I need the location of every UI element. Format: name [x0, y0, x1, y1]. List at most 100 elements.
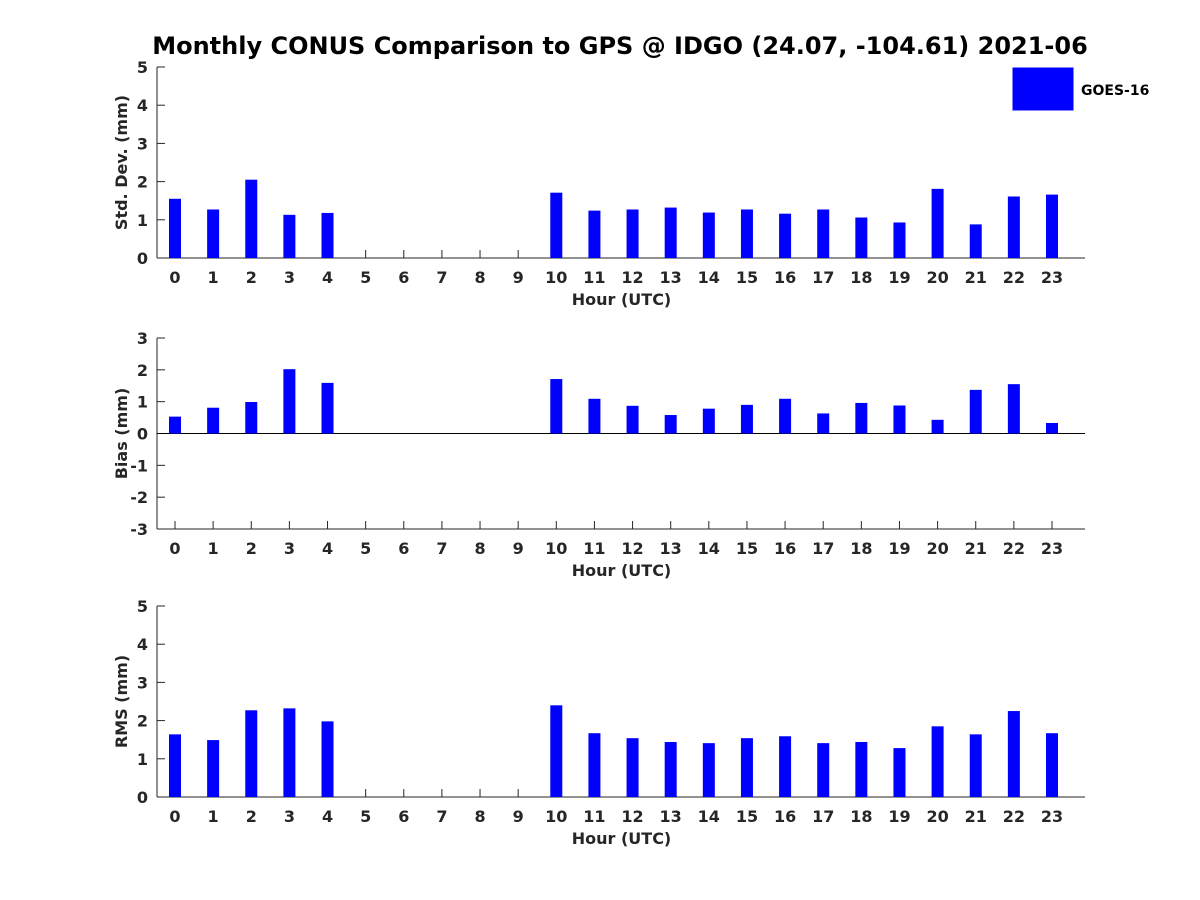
- x-tick-label: 6: [398, 807, 409, 826]
- x-tick-label: 22: [1003, 807, 1025, 826]
- bar-std-dev-hour-13: [664, 207, 677, 258]
- bar-rms-hour-23: [1045, 733, 1058, 797]
- x-tick-label: 18: [850, 539, 872, 558]
- x-tick-label: 19: [888, 807, 910, 826]
- x-tick-label: 8: [474, 539, 485, 558]
- bar-bias-hour-17: [817, 413, 830, 434]
- bar-std-dev-hour-11: [588, 210, 601, 258]
- x-tick-label: 11: [583, 539, 605, 558]
- x-tick-label: 13: [660, 268, 682, 287]
- x-tick-label: 12: [621, 268, 643, 287]
- y-tick-label: 2: [137, 712, 148, 731]
- y-tick-label: 4: [137, 635, 148, 654]
- x-axis-label: Hour (UTC): [572, 290, 672, 309]
- x-tick-label: 22: [1003, 539, 1025, 558]
- bar-std-dev-hour-18: [855, 217, 868, 258]
- bar-std-dev-hour-19: [893, 222, 906, 258]
- y-axis-label: Bias (mm): [112, 388, 131, 480]
- x-tick-label: 23: [1041, 268, 1063, 287]
- x-tick-label: 7: [436, 807, 447, 826]
- x-tick-label: 4: [322, 539, 333, 558]
- x-tick-label: 17: [812, 807, 834, 826]
- y-tick-label: 1: [137, 750, 148, 769]
- bar-bias-hour-23: [1045, 422, 1058, 434]
- legend-swatch-goes-16: [1011, 66, 1075, 112]
- x-tick-label: 22: [1003, 268, 1025, 287]
- y-tick-label: 3: [137, 134, 148, 153]
- x-tick-label: 9: [513, 268, 524, 287]
- x-tick-label: 2: [246, 268, 257, 287]
- x-tick-label: 0: [169, 539, 180, 558]
- x-tick-label: 9: [513, 539, 524, 558]
- x-tick-label: 11: [583, 268, 605, 287]
- bar-rms-hour-18: [855, 741, 868, 797]
- x-tick-label: 11: [583, 807, 605, 826]
- x-tick-label: 5: [360, 807, 371, 826]
- bar-rms-hour-21: [969, 734, 982, 797]
- x-tick-label: 1: [208, 807, 219, 826]
- bar-rms-hour-14: [702, 743, 715, 797]
- bar-std-dev-hour-14: [702, 212, 715, 258]
- bar-bias-hour-3: [283, 369, 296, 434]
- x-tick-label: 23: [1041, 539, 1063, 558]
- x-tick-label: 20: [926, 268, 948, 287]
- x-tick-label: 7: [436, 268, 447, 287]
- x-tick-label: 2: [246, 807, 257, 826]
- x-tick-label: 13: [660, 807, 682, 826]
- x-tick-label: 12: [621, 539, 643, 558]
- x-tick-label: 17: [812, 268, 834, 287]
- y-axis-label: Std. Dev. (mm): [112, 95, 131, 230]
- x-tick-label: 12: [621, 807, 643, 826]
- bar-rms-hour-17: [817, 743, 830, 797]
- x-tick-label: 8: [474, 807, 485, 826]
- bar-rms-hour-19: [893, 748, 906, 797]
- bar-rms-hour-15: [740, 738, 753, 797]
- bar-rms-hour-10: [550, 705, 563, 797]
- x-tick-label: 9: [513, 807, 524, 826]
- bar-rms-hour-11: [588, 733, 601, 797]
- x-tick-label: 13: [660, 539, 682, 558]
- x-tick-label: 14: [698, 807, 720, 826]
- x-axis-label: Hour (UTC): [572, 829, 672, 848]
- x-tick-label: 3: [284, 807, 295, 826]
- bar-bias-hour-16: [779, 398, 792, 434]
- x-tick-label: 0: [169, 268, 180, 287]
- y-tick-label: 5: [137, 597, 148, 616]
- bar-std-dev-hour-2: [245, 179, 258, 258]
- x-tick-label: 21: [965, 807, 987, 826]
- x-tick-label: 14: [698, 268, 720, 287]
- bar-std-dev-hour-23: [1045, 194, 1058, 258]
- bar-bias-hour-22: [1007, 384, 1020, 434]
- bar-bias-hour-1: [207, 407, 220, 434]
- x-tick-label: 20: [926, 807, 948, 826]
- bar-rms-hour-1: [207, 740, 220, 797]
- y-tick-label: 3: [137, 673, 148, 692]
- bar-bias-hour-0: [169, 416, 181, 434]
- y-tick-label: 0: [137, 788, 148, 807]
- x-tick-label: 21: [965, 539, 987, 558]
- x-tick-label: 6: [398, 268, 409, 287]
- x-tick-label: 4: [322, 807, 333, 826]
- bar-bias-hour-19: [893, 405, 906, 434]
- bar-bias-hour-15: [740, 404, 753, 434]
- bar-std-dev-hour-4: [321, 212, 334, 258]
- x-tick-label: 23: [1041, 807, 1063, 826]
- x-tick-label: 15: [736, 539, 758, 558]
- bar-bias-hour-11: [588, 398, 601, 434]
- x-tick-label: 7: [436, 539, 447, 558]
- y-tick-label: 4: [137, 96, 148, 115]
- x-tick-label: 0: [169, 807, 180, 826]
- bar-std-dev-hour-16: [779, 213, 792, 258]
- y-axis-label: RMS (mm): [112, 655, 131, 748]
- bar-std-dev-hour-20: [931, 188, 944, 258]
- bar-bias-hour-12: [626, 405, 639, 434]
- y-tick-label: -1: [130, 456, 148, 475]
- y-tick-label: 2: [137, 361, 148, 380]
- chart-title: Monthly CONUS Comparison to GPS @ IDGO (…: [152, 32, 1088, 60]
- x-tick-label: 15: [736, 268, 758, 287]
- bar-bias-hour-21: [969, 389, 982, 434]
- bar-rms-hour-16: [779, 736, 792, 797]
